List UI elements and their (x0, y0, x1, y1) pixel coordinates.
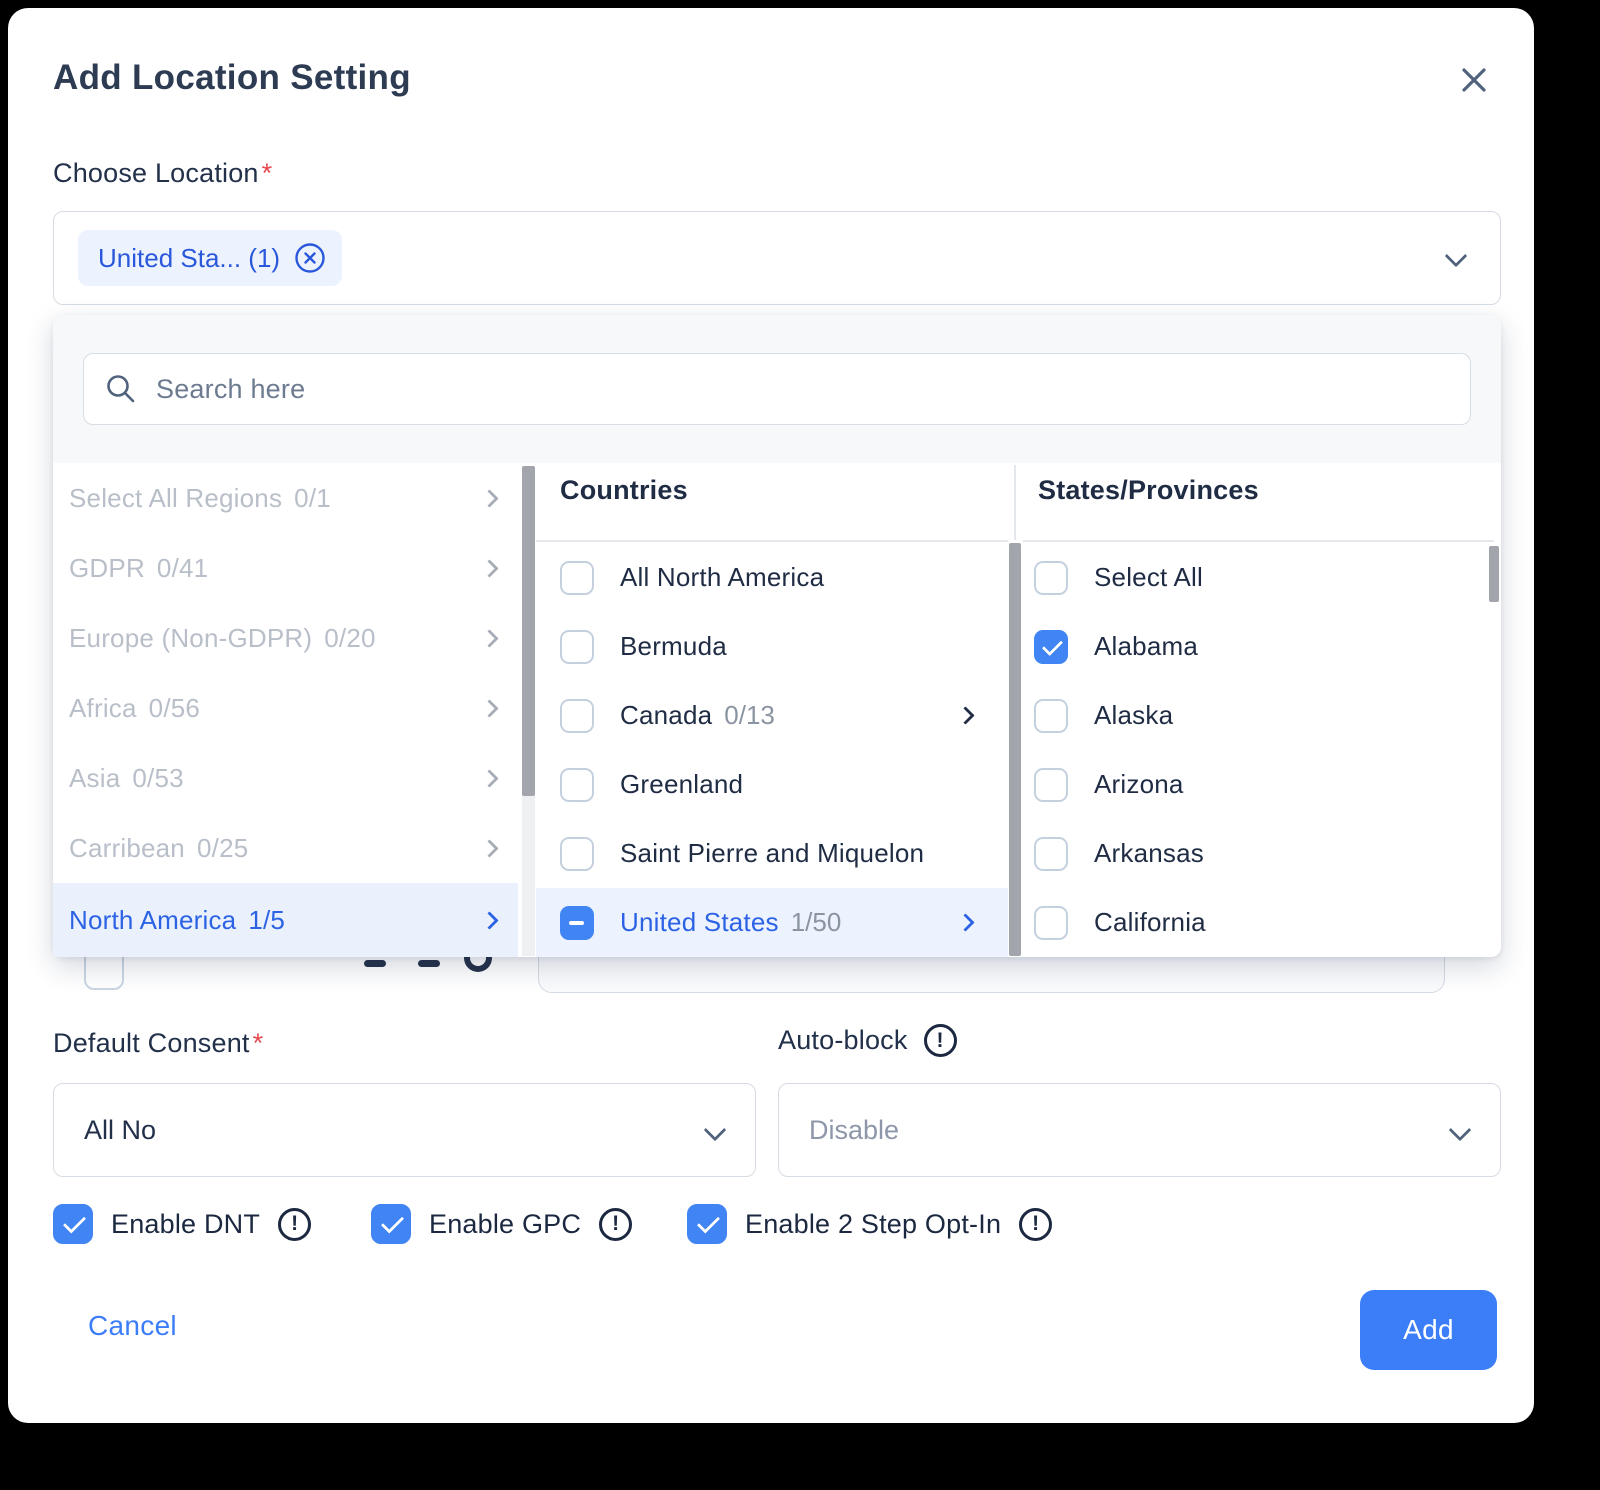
divider (1023, 540, 1494, 542)
country-item-canada[interactable]: Canada 0/13 (536, 681, 1008, 750)
chevron-right-icon (956, 913, 975, 932)
checkbox[interactable] (560, 560, 594, 595)
checkbox[interactable] (1034, 560, 1068, 595)
country-item-bermuda[interactable]: Bermuda (536, 612, 1008, 681)
checkbox[interactable] (1034, 836, 1068, 871)
chevron-right-icon (480, 488, 499, 508)
countries-scrollbar[interactable] (1009, 543, 1021, 956)
region-item-gdpr[interactable]: GDPR 0/41 (53, 533, 518, 603)
enable-2-step-opt-in-option[interactable]: Enable 2 Step Opt-In (687, 1204, 1053, 1244)
chevron-right-icon (480, 838, 499, 858)
state-item-alaska[interactable]: Alaska (1023, 681, 1494, 750)
states-header: States/Provinces (1038, 475, 1259, 505)
info-icon[interactable] (1019, 1207, 1053, 1241)
chevron-down-icon (703, 1118, 727, 1142)
chevron-down-icon (1448, 1118, 1472, 1142)
divider (536, 540, 1008, 542)
auto-block-label: Auto-block (778, 1024, 957, 1057)
enable-dnt-option[interactable]: Enable DNT (53, 1204, 312, 1244)
auto-block-select[interactable]: Disable (778, 1083, 1501, 1177)
country-item-saint-pierre-and-miquelon[interactable]: Saint Pierre and Miquelon (536, 819, 1008, 888)
info-icon[interactable] (599, 1207, 633, 1241)
state-item-arkansas[interactable]: Arkansas (1023, 819, 1494, 888)
state-item-california[interactable]: California (1023, 888, 1494, 957)
checkbox[interactable] (1034, 698, 1068, 733)
required-asterisk: * (261, 158, 273, 188)
default-consent-value: All No (84, 1114, 157, 1145)
info-icon[interactable] (923, 1024, 957, 1057)
country-item-greenland[interactable]: Greenland (536, 750, 1008, 819)
checkbox[interactable] (560, 836, 594, 871)
checkbox[interactable] (1034, 905, 1068, 940)
checkbox-indeterminate[interactable] (560, 905, 594, 940)
add-location-setting-modal: Add Location Setting Choose Location * Un… (8, 8, 1534, 1423)
search-input[interactable] (156, 373, 1450, 405)
selected-location-chip[interactable]: United Sta... (1) (78, 230, 343, 286)
region-item-north-america[interactable]: North America 1/5 (53, 883, 518, 957)
default-consent-select[interactable]: All No (53, 1083, 756, 1177)
chevron-right-icon (480, 628, 499, 648)
checkbox[interactable] (1034, 767, 1068, 802)
remove-chip-icon[interactable] (294, 242, 326, 274)
checkbox-checked[interactable] (53, 1204, 93, 1244)
checkbox[interactable] (560, 629, 594, 664)
region-item-africa[interactable]: Africa 0/56 (53, 673, 518, 743)
countries-header: Countries (560, 475, 688, 505)
region-item-carribean[interactable]: Carribean 0/25 (53, 813, 518, 883)
choose-location-label: Choose Location * (53, 158, 273, 188)
obscured-icon-fragment (418, 960, 440, 967)
checkbox[interactable] (560, 767, 594, 802)
checkbox-checked[interactable] (371, 1204, 411, 1244)
auto-block-value: Disable (809, 1114, 900, 1145)
state-item-arizona[interactable]: Arizona (1023, 750, 1494, 819)
info-icon[interactable] (278, 1207, 312, 1241)
obscured-icon-fragment (364, 960, 386, 967)
default-consent-label: Default Consent * (53, 1028, 264, 1058)
required-asterisk: * (252, 1028, 264, 1058)
enable-gpc-option[interactable]: Enable GPC (371, 1204, 633, 1244)
chevron-right-icon (480, 768, 499, 788)
country-item-united-states[interactable]: United States 1/50 (536, 888, 1008, 957)
obscured-icon-fragment (464, 946, 492, 972)
region-item-asia[interactable]: Asia 0/53 (53, 743, 518, 813)
state-item-alabama[interactable]: Alabama (1023, 612, 1494, 681)
close-icon[interactable] (1454, 60, 1494, 100)
checkbox-checked[interactable] (1034, 629, 1068, 664)
states-scrollbar[interactable] (1489, 546, 1499, 602)
checkbox[interactable] (560, 698, 594, 733)
search-box[interactable] (83, 353, 1471, 425)
chevron-down-icon (1444, 244, 1468, 268)
search-icon (107, 375, 135, 403)
divider (1014, 465, 1016, 540)
add-button[interactable]: Add (1360, 1290, 1497, 1370)
choose-location-select[interactable]: United Sta... (1) (53, 211, 1501, 305)
checkbox-checked[interactable] (687, 1204, 727, 1244)
chevron-right-icon (956, 706, 975, 725)
chevron-right-icon (480, 698, 499, 718)
chip-label: United Sta... (1) (98, 242, 281, 273)
scrollbar-thumb[interactable] (522, 466, 535, 796)
chevron-right-icon (480, 910, 499, 930)
cancel-button[interactable]: Cancel (88, 1310, 177, 1341)
region-item-select-all-regions[interactable]: Select All Regions 0/1 (53, 463, 518, 533)
region-item-europe-non-gdpr[interactable]: Europe (Non-GDPR) 0/20 (53, 603, 518, 673)
state-item-select-all[interactable]: Select All (1023, 543, 1494, 612)
chevron-right-icon (480, 558, 499, 578)
country-item-all-north-america[interactable]: All North America (536, 543, 1008, 612)
regions-scrollbar[interactable] (522, 466, 535, 956)
page-title: Add Location Setting (53, 58, 411, 97)
